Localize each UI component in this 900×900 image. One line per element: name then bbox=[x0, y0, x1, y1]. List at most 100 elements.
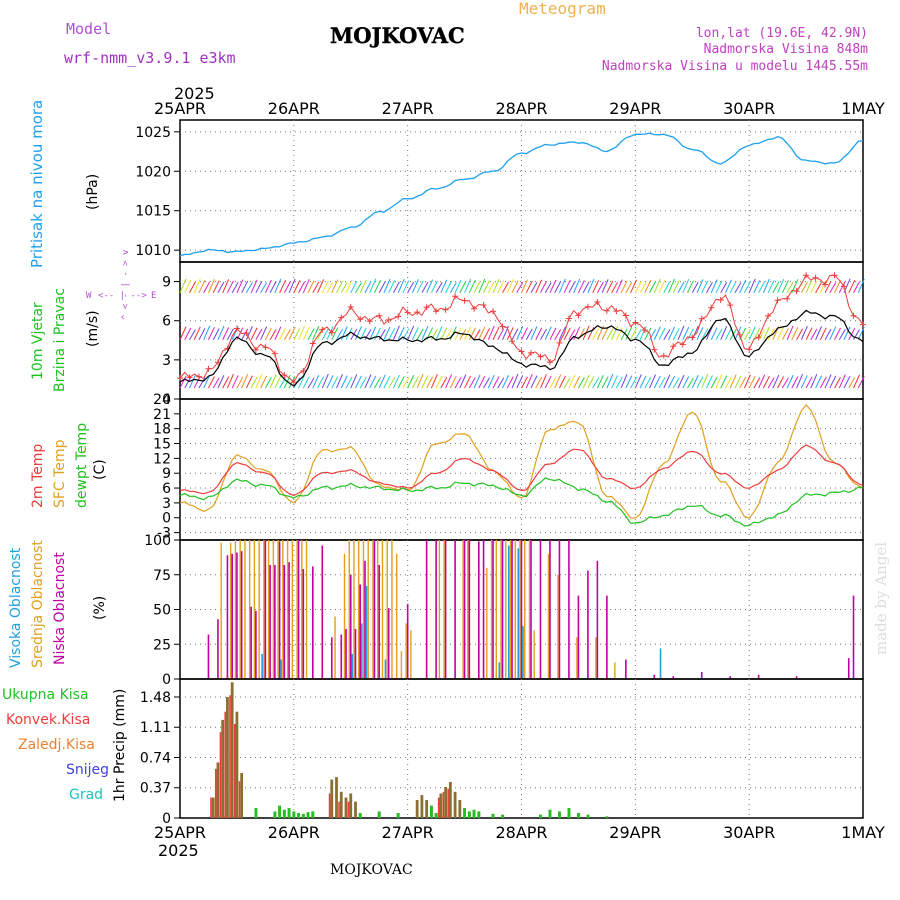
wind-direction-barb bbox=[701, 373, 709, 389]
wind-direction-barb bbox=[620, 374, 628, 389]
wind-direction-barb bbox=[189, 281, 196, 294]
cloud-bar bbox=[520, 540, 523, 679]
wind-direction-barb bbox=[483, 377, 490, 389]
gust-marker bbox=[309, 340, 316, 347]
wind-direction-barb bbox=[369, 326, 377, 340]
wind-direction-barb bbox=[800, 375, 808, 389]
wind-direction-barb bbox=[772, 281, 780, 294]
gust-marker bbox=[698, 315, 705, 322]
wind-direction-barb bbox=[777, 326, 785, 340]
wind-direction-barb bbox=[525, 328, 533, 341]
wind-direction-barb bbox=[544, 375, 552, 389]
wind-direction-barb bbox=[198, 377, 206, 389]
wind-direction-barb bbox=[805, 279, 813, 293]
cloud-bar bbox=[492, 540, 494, 679]
tick-label: 3 bbox=[162, 353, 171, 369]
cloud-bar bbox=[568, 540, 570, 679]
wind-direction-barb bbox=[317, 376, 324, 389]
wind-direction-barb bbox=[392, 374, 400, 389]
wind-direction-barb bbox=[734, 282, 742, 294]
wind-direction-barb bbox=[710, 279, 718, 293]
precip-light-bar bbox=[577, 813, 580, 818]
wind-direction-barb bbox=[781, 377, 789, 389]
wind-direction-barb bbox=[468, 279, 476, 294]
wind-direction-barb bbox=[241, 374, 249, 389]
wind-direction-barb bbox=[573, 278, 581, 293]
wind-direction-barb bbox=[212, 280, 220, 294]
wind-direction-barb bbox=[293, 280, 301, 294]
wind-direction-barb bbox=[577, 280, 585, 294]
wind-direction-barb bbox=[838, 281, 846, 294]
wind-direction-barb bbox=[620, 280, 628, 294]
precip-total-bar bbox=[448, 782, 452, 818]
temp-unit: (C) bbox=[92, 459, 108, 480]
wind-direction-barb bbox=[625, 375, 633, 389]
wind-direction-barb bbox=[331, 279, 339, 293]
wind-direction-barb bbox=[853, 329, 860, 341]
wind-direction-barb bbox=[682, 376, 690, 389]
gust-marker bbox=[300, 368, 307, 375]
wind-direction-barb bbox=[672, 280, 680, 294]
wind-direction-barb bbox=[340, 375, 348, 389]
wind-direction-barb bbox=[706, 325, 713, 340]
wind-direction-barb bbox=[317, 279, 325, 293]
cloud-bar bbox=[501, 540, 504, 679]
gust-marker bbox=[622, 312, 629, 319]
cloud-bar bbox=[587, 570, 589, 679]
wind-direction-barb bbox=[592, 280, 600, 294]
wind-direction-barb bbox=[478, 278, 486, 293]
time-axis: 2025 2025 25APR 26APR 27APR 28APR 29APR 30APR… bbox=[154, 84, 885, 860]
wind-direction-barb bbox=[834, 376, 841, 389]
cloud-bar bbox=[258, 540, 260, 679]
wind-direction-barb bbox=[473, 281, 481, 294]
wind-direction-barb bbox=[378, 374, 386, 389]
gust-marker bbox=[480, 302, 487, 309]
cloud-bar bbox=[468, 540, 471, 679]
wind-direction-barb bbox=[326, 375, 334, 389]
cloud-bar bbox=[207, 634, 210, 679]
wind-direction-barb bbox=[753, 377, 761, 389]
wind-direction-barb bbox=[502, 281, 509, 294]
wind-direction-barb bbox=[288, 278, 296, 293]
gust-marker bbox=[556, 339, 563, 346]
wind-direction-barb bbox=[720, 375, 728, 389]
gust-marker bbox=[328, 329, 335, 336]
precip-bars bbox=[180, 682, 863, 819]
cloud-bar bbox=[312, 566, 314, 679]
time-label-top: 28APR bbox=[495, 99, 547, 118]
wind-direction-barb bbox=[653, 278, 661, 293]
wind-direction-barb bbox=[487, 374, 495, 389]
wind-direction-barb bbox=[454, 279, 462, 294]
legend-convective-rain: Konvek.Kisa bbox=[6, 712, 90, 728]
wind-direction-barb bbox=[748, 375, 756, 389]
wind-direction-barb bbox=[193, 278, 201, 293]
watermark: made by Angel bbox=[872, 542, 890, 655]
wind-direction-barb bbox=[658, 327, 666, 340]
wind-direction-barb bbox=[672, 328, 680, 340]
cloud-bar bbox=[340, 634, 343, 679]
wind-direction-barb bbox=[212, 377, 220, 389]
wind-direction-barb bbox=[226, 328, 234, 341]
cloud-ticks: 0 25 50 75 100 bbox=[144, 533, 180, 688]
compass-legend: ^ < - | - > v W <-- | --> E bbox=[86, 250, 156, 320]
wind-direction-barb bbox=[772, 374, 780, 389]
wind-direction-barb bbox=[819, 376, 827, 389]
compass-vertical: ^ < - | - > v bbox=[121, 250, 131, 320]
cloud-bar bbox=[700, 672, 703, 679]
precip-convective-bar bbox=[210, 797, 212, 818]
wind-direction-barb bbox=[843, 375, 851, 389]
wind-direction-barb bbox=[397, 326, 405, 340]
wind-direction-barb bbox=[416, 280, 424, 294]
gust-marker bbox=[366, 318, 373, 325]
cloud-bar bbox=[297, 540, 300, 679]
wind-direction-barb bbox=[615, 279, 623, 293]
precip-light-bar bbox=[301, 813, 305, 818]
precip-total-bar bbox=[420, 795, 424, 818]
wind-direction-barb bbox=[592, 377, 600, 389]
wind-direction-barb bbox=[350, 374, 358, 389]
gust-marker bbox=[708, 304, 715, 311]
tick-label: 25 bbox=[153, 637, 171, 653]
cloud-bar bbox=[353, 540, 355, 679]
wind-direction-barb bbox=[649, 281, 657, 294]
